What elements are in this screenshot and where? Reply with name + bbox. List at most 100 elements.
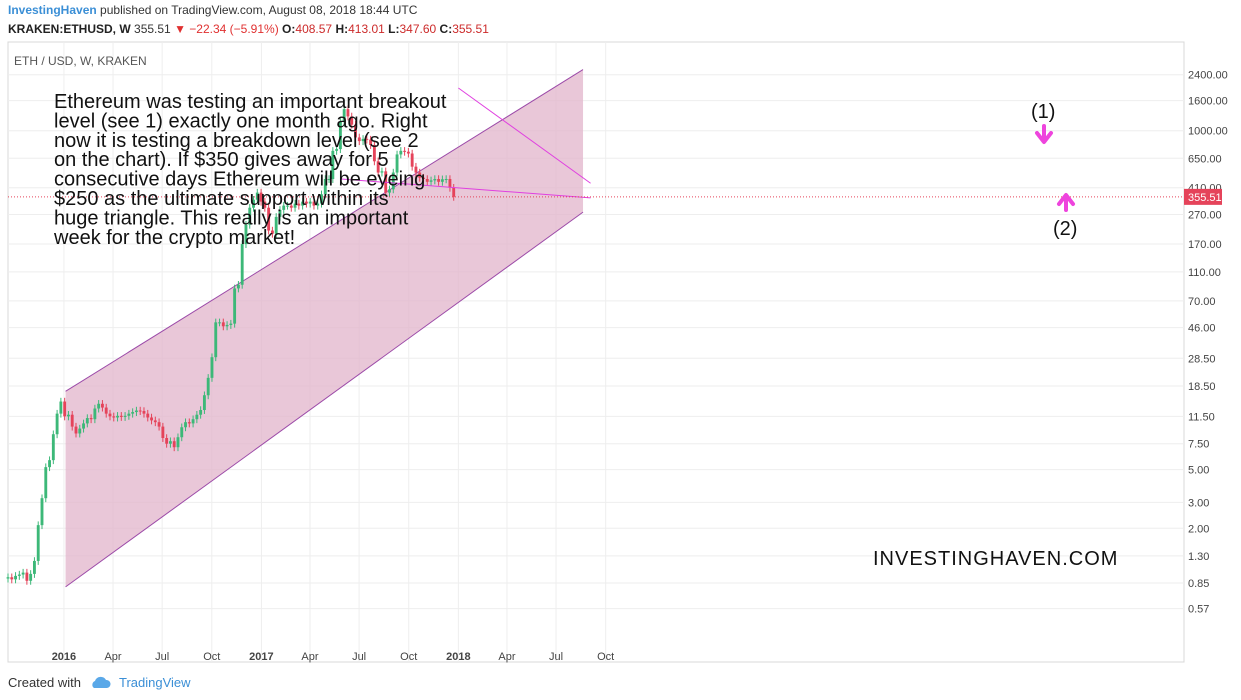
candle (218, 318, 221, 327)
candle-body (176, 437, 180, 448)
candle-body (301, 201, 305, 206)
candle (452, 184, 456, 201)
candle (286, 201, 289, 210)
candle-body (252, 199, 255, 208)
candle (312, 197, 316, 210)
candle-body (452, 187, 456, 197)
candle-body (244, 224, 248, 245)
candle-body (267, 207, 271, 231)
candle (252, 195, 255, 212)
candle-body (361, 138, 365, 142)
candle-body (134, 410, 138, 413)
last-price: 355.51 (134, 22, 171, 36)
candle-body (184, 422, 187, 428)
candle-body (433, 179, 437, 181)
candle-body (255, 192, 259, 200)
candle-body (172, 441, 176, 448)
candle (150, 413, 153, 425)
candle-body (274, 216, 278, 234)
candle (108, 409, 112, 421)
candle (388, 185, 391, 197)
candle (365, 135, 369, 144)
candle-body (36, 525, 40, 561)
candle-body (51, 434, 55, 461)
candle-body (66, 414, 70, 417)
candle-body (380, 171, 384, 173)
y-tick-label: 270.00 (1188, 209, 1222, 221)
candle-body (406, 151, 410, 154)
trend-line-1 (341, 178, 591, 199)
candle-body (221, 322, 225, 327)
candle-body (55, 413, 59, 435)
candle-body (425, 179, 429, 182)
y-axis: 2400.001600.001000.00650.00410.00270.001… (1184, 70, 1228, 616)
candle-body (422, 177, 425, 180)
candle (29, 570, 33, 585)
candle (304, 197, 308, 208)
candle (240, 240, 244, 289)
candle-body (240, 244, 244, 285)
candle (202, 391, 206, 414)
marker-2-label: (2) (1053, 218, 1077, 240)
author-link[interactable]: InvestingHaven (8, 3, 97, 17)
candle-body (123, 415, 127, 417)
candle (361, 135, 365, 146)
candle (282, 201, 286, 214)
candle (338, 118, 342, 154)
candle-body (286, 205, 289, 207)
candle (187, 418, 191, 428)
tradingview-link[interactable]: TradingView (118, 675, 191, 690)
footer: Created with TradingView (8, 675, 191, 690)
candle-body (74, 426, 78, 434)
candle (33, 557, 36, 578)
candle (206, 374, 210, 400)
y-tick-label: 7.50 (1188, 439, 1209, 451)
candle-body (388, 189, 391, 193)
symbol-label: KRAKEN:ETHUSD, W (8, 22, 131, 36)
candle (403, 147, 407, 156)
candle (418, 168, 422, 182)
candle (369, 135, 373, 149)
candle (36, 521, 40, 565)
candle-body (33, 560, 36, 574)
candle-body (395, 154, 399, 173)
candle (55, 409, 59, 439)
candle-body (316, 203, 320, 206)
candle (346, 105, 350, 121)
candle (391, 168, 395, 194)
channel-lower-line (65, 211, 584, 588)
candle-body (29, 573, 33, 581)
y-tick-label: 2.00 (1188, 523, 1209, 535)
pane-label: ETH / USD, W, KRAKEN (14, 54, 147, 68)
x-tick-label: Oct (203, 651, 220, 663)
candle-body (289, 205, 293, 208)
annotations: ETH / USD, W, KRAKEN Ethereum was testing… (14, 54, 1117, 570)
y-tick-label: 1600.00 (1188, 96, 1228, 108)
low-label: L: (388, 22, 400, 36)
candle (180, 423, 184, 442)
candle (308, 197, 312, 208)
candle-body (131, 412, 135, 414)
candle-body (82, 423, 85, 429)
candle (342, 105, 346, 126)
candle (210, 353, 214, 382)
candle-body (161, 426, 165, 438)
arrow-up-icon (1057, 193, 1075, 212)
candle-body (229, 323, 233, 325)
x-tick-label: 2018 (446, 651, 470, 663)
candle-body (70, 414, 74, 427)
y-tick-label: 170.00 (1188, 239, 1222, 251)
candle-body (112, 416, 116, 418)
open-value: 408.57 (295, 22, 333, 36)
published-text: published on TradingView.com, August 08,… (100, 3, 418, 17)
candle-body (44, 467, 48, 499)
candle (354, 120, 357, 142)
candle (323, 175, 327, 199)
candle-body (97, 403, 101, 409)
y-tick-label: 18.50 (1188, 381, 1216, 393)
candle-body (21, 572, 25, 575)
y-tick-label: 110.00 (1188, 267, 1221, 279)
candle (6, 573, 10, 583)
candle (153, 416, 157, 427)
